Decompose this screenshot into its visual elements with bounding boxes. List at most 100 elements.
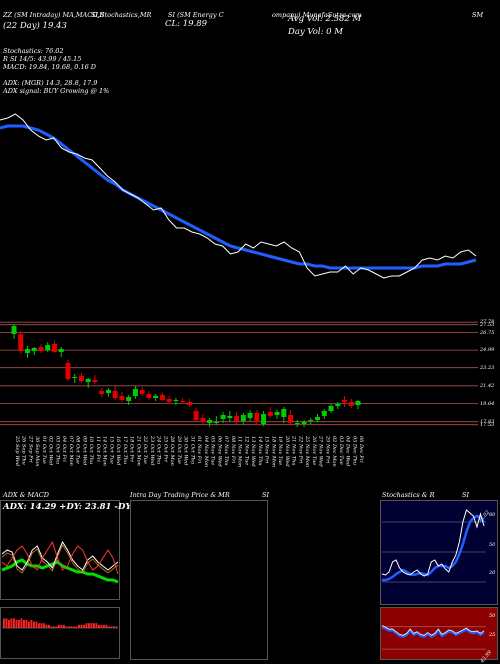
- candle-body: [288, 415, 294, 423]
- date-label: 28 Oct Mon: [169, 435, 175, 466]
- candle-body: [11, 326, 17, 334]
- macd-bar: [43, 623, 45, 628]
- stoch-main-line: [381, 509, 485, 577]
- date-label: 17 Oct Thu: [122, 436, 128, 464]
- header-adx: ADX: (MGR) 14.3, 28.8, 17.9: [3, 79, 98, 87]
- intraday-panel-si: SI: [262, 491, 270, 499]
- date-label: 04 Nov Mon: [203, 436, 209, 467]
- macd-bar: [108, 626, 110, 628]
- candle-body: [126, 397, 132, 401]
- candle-body: [99, 391, 105, 394]
- macd-bar: [15, 620, 18, 628]
- date-label: 02 Oct Wed: [48, 436, 54, 465]
- date-label: 12 Nov Tue: [243, 436, 249, 465]
- candle-body: [173, 400, 179, 401]
- adx-aux-line: [1, 544, 119, 574]
- candle-body: [281, 409, 287, 417]
- date-label: 26 Nov Tue: [311, 435, 317, 465]
- candle-body: [72, 377, 78, 378]
- header-line1-c: SI (SM Energy C: [168, 11, 224, 19]
- macd-bar: [45, 624, 48, 628]
- date-label: 25 Nov Mon: [304, 435, 310, 467]
- header-line1-b: SI,Stochastics,MR: [91, 11, 152, 19]
- macd-bar: [65, 626, 68, 628]
- header-macd: MACD: 19.84, 19.68, 0.16 D: [3, 63, 97, 71]
- stoch-axis-20: 20: [489, 570, 496, 576]
- date-label: 06 Nov Wed: [216, 436, 222, 467]
- ma-line: [0, 124, 477, 270]
- price-line: [0, 113, 477, 279]
- date-label: 19 Nov Tue: [277, 436, 283, 465]
- stoch-axis-50: 50: [489, 542, 496, 548]
- macd-bar: [35, 621, 38, 628]
- date-label: 03 Dec Tue: [338, 436, 344, 465]
- candle-body: [348, 402, 354, 406]
- date-label: 05 Nov Tue: [210, 436, 216, 465]
- candle-body: [78, 376, 84, 381]
- candle-body: [24, 349, 30, 353]
- candle-body: [51, 344, 57, 352]
- candle-body: [92, 380, 98, 382]
- date-label: 18 Oct Fri: [129, 436, 135, 462]
- macd-bar: [113, 626, 115, 628]
- header-si: R SI 14/5: 43.99 / 45.15: [3, 55, 82, 63]
- candle-body: [139, 390, 145, 394]
- macd-bar: [20, 618, 23, 628]
- candle-body: [38, 347, 44, 351]
- stoch-panel-title: Stochastics & R: [382, 491, 435, 499]
- date-label: 16 Oct Wed: [115, 436, 121, 465]
- candle-body: [321, 411, 327, 416]
- price-axis-label: 19.64: [480, 400, 495, 407]
- macd-bar: [88, 623, 90, 628]
- date-label: 07 Nov Thu: [223, 436, 229, 466]
- candle-body: [335, 404, 341, 406]
- macd-bar: [38, 623, 40, 628]
- date-label: 14 Nov Thu: [257, 436, 263, 466]
- date-label: 14 Oct Mon: [102, 436, 108, 466]
- candle-body: [213, 422, 219, 423]
- candle-body: [153, 396, 159, 398]
- candle-body: [220, 415, 226, 419]
- date-label: 25 Oct Fri: [162, 435, 168, 462]
- date-label: 07 Oct Mon: [68, 436, 74, 466]
- macd-bar: [3, 618, 5, 628]
- macd-panel: [0, 607, 120, 659]
- macd-bar: [105, 624, 108, 628]
- macd-bar: [5, 618, 8, 628]
- macd-bar: [40, 623, 43, 628]
- candle-body: [267, 412, 273, 416]
- header-line1-d: ompany) MunafaSutra.com: [272, 11, 362, 19]
- candle-body: [301, 422, 307, 424]
- intraday-panel: [130, 500, 268, 660]
- date-label: 03 Oct Thu: [54, 436, 60, 464]
- header-adx-signal: ADX signal: BUY Growing @ 1%: [3, 87, 110, 95]
- header-line2-a: (22 Day) 19.43: [3, 21, 67, 31]
- candle-body: [119, 396, 125, 400]
- date-label: 04 Oct Fri: [61, 436, 67, 462]
- candle-body: [85, 379, 91, 382]
- price-axis-label: 17.53: [480, 421, 495, 428]
- candle-body: [31, 348, 37, 351]
- rsi-axis-50: 50: [489, 613, 496, 619]
- candle-body: [132, 389, 138, 396]
- macd-bar: [95, 623, 98, 628]
- date-label: 15 Nov Fri: [264, 436, 270, 464]
- date-label: 04 Dec Wed: [345, 436, 351, 466]
- date-label: 01 Oct Tue: [41, 436, 47, 464]
- date-label: 02 Dec Mon: [331, 436, 337, 467]
- price-axis-label: 23.23: [480, 364, 495, 371]
- macd-bar: [25, 620, 28, 628]
- macd-bar: [68, 626, 70, 628]
- macd-bar: [48, 624, 50, 628]
- macd-bar: [70, 626, 73, 628]
- date-label: 09 Oct Wed: [81, 436, 87, 465]
- candle-body: [240, 415, 246, 421]
- date-label: 15 Oct Tue: [108, 436, 114, 464]
- date-label: 27 Nov Wed: [318, 435, 324, 467]
- macd-bar: [85, 623, 88, 628]
- stoch-signal-line: [382, 514, 485, 582]
